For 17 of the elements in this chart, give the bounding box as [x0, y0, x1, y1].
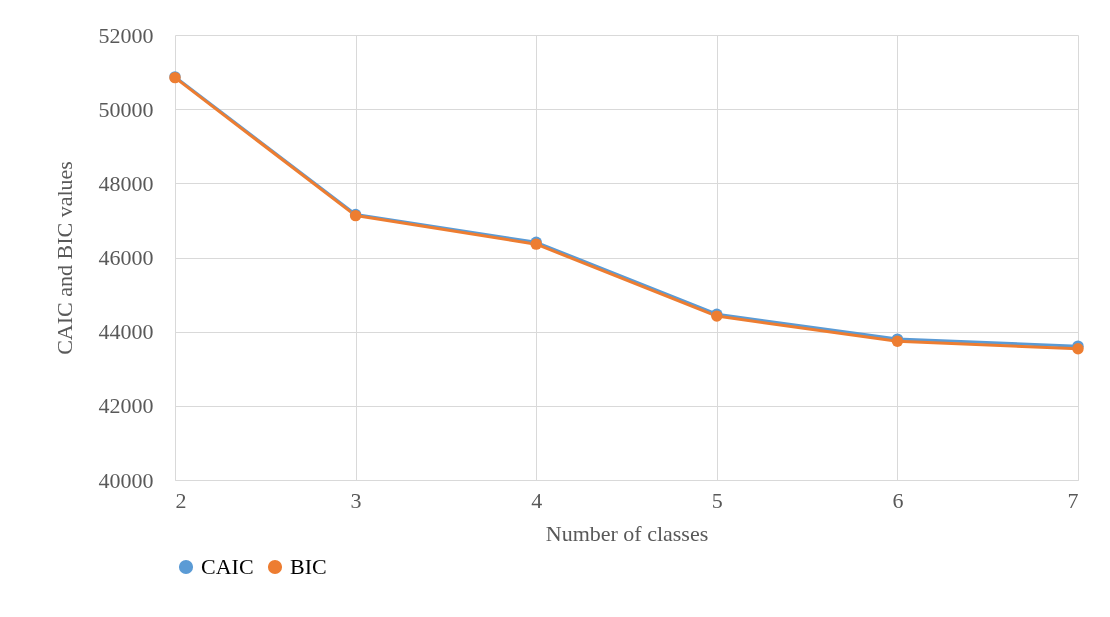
x-axis-title: Number of classes: [545, 520, 709, 546]
x-tick-label: 2: [175, 487, 187, 513]
y-tick-label: 46000: [98, 245, 154, 270]
legend-label: BIC: [290, 554, 327, 579]
y-tick-label: 42000: [98, 393, 154, 419]
y-axis-title: CAIC and BIC values: [51, 161, 77, 355]
x-tick-label: 7: [1067, 487, 1079, 513]
x-tick-label: 5: [711, 487, 723, 513]
y-tick-label: 50000: [98, 96, 154, 122]
x-tick-label: 6: [892, 487, 904, 513]
y-tick-label: 52000: [98, 22, 154, 48]
x-tick-label: 3: [350, 487, 362, 513]
x-tick-label: 4: [531, 487, 543, 513]
y-tick-label: 48000: [98, 170, 154, 196]
y-tick-label: 40000: [98, 467, 154, 493]
y-tick-label: 44000: [98, 319, 154, 345]
legend-label: CAIC: [201, 554, 254, 579]
